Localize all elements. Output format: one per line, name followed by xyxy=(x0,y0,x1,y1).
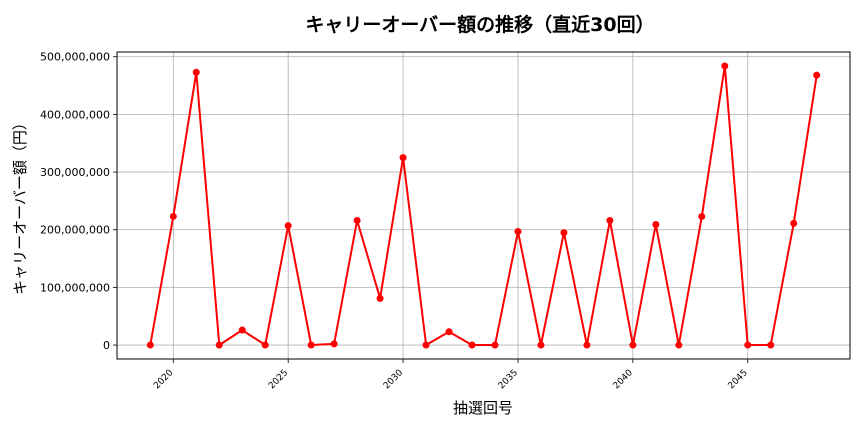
data-point xyxy=(284,222,292,230)
data-point xyxy=(215,341,223,349)
x-tick-label: 2030 xyxy=(382,368,405,391)
data-point xyxy=(376,294,384,302)
data-point xyxy=(514,227,522,235)
data-point xyxy=(307,341,315,349)
data-point xyxy=(353,216,361,224)
data-point xyxy=(422,341,430,349)
x-tick-label: 2045 xyxy=(727,368,750,391)
data-point xyxy=(537,341,545,349)
data-point xyxy=(813,71,821,79)
x-tick-label: 2035 xyxy=(497,368,520,391)
data-point xyxy=(445,328,453,336)
y-tick-label: 400,000,000 xyxy=(40,108,110,121)
data-point xyxy=(491,341,499,349)
y-tick-label: 300,000,000 xyxy=(40,166,110,179)
data-point xyxy=(698,212,706,220)
grid xyxy=(117,52,850,359)
chart-title: キャリーオーバー額の推移（直近30回） xyxy=(305,13,654,36)
x-tick-label: 2040 xyxy=(612,368,635,391)
x-axis: 2020 2025 2030 2035 2040 2045 xyxy=(152,359,750,391)
data-point xyxy=(192,68,200,76)
data-point xyxy=(744,341,752,349)
data-point xyxy=(261,341,269,349)
series-line xyxy=(149,65,818,346)
y-tick-label: 0 xyxy=(103,339,110,352)
data-point xyxy=(767,341,775,349)
data-point xyxy=(468,341,476,349)
y-tick-label: 100,000,000 xyxy=(40,281,110,294)
data-point xyxy=(629,341,637,349)
data-point xyxy=(169,212,177,220)
x-tick-label: 2020 xyxy=(152,368,175,391)
x-tick-label: 2025 xyxy=(267,368,290,391)
data-point xyxy=(238,326,246,334)
y-axis-label: キャリーオーバー額（円） xyxy=(11,115,29,295)
data-point xyxy=(146,341,154,349)
y-tick-label: 500,000,000 xyxy=(40,51,110,64)
data-point xyxy=(721,62,729,70)
data-point xyxy=(675,341,683,349)
data-point xyxy=(790,219,798,227)
y-axis: 0 100,000,000 200,000,000 300,000,000 400,00… xyxy=(40,51,117,352)
series-layer xyxy=(146,62,821,349)
data-point xyxy=(606,216,614,224)
data-point xyxy=(652,221,660,229)
data-point xyxy=(330,340,338,348)
plot-area-frame xyxy=(116,51,851,360)
data-point xyxy=(560,229,568,237)
y-tick-label: 200,000,000 xyxy=(40,224,110,237)
x-axis-label: 抽選回号 xyxy=(453,399,513,417)
data-point xyxy=(399,154,407,162)
data-point xyxy=(583,341,591,349)
